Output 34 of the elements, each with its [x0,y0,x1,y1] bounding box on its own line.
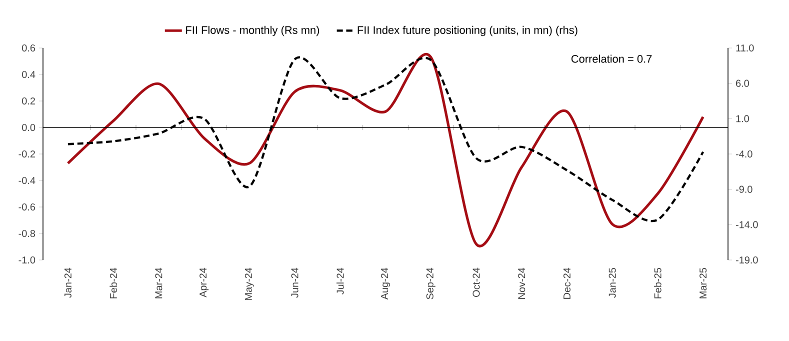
x-tick-label: Mar-24 [155,268,162,298]
y-tick-label: -0.2 [18,150,35,158]
x-tick-label: Aug-24 [380,268,390,300]
y2-tick-label: 1.0 [736,115,749,122]
y-tick-label: 0.2 [22,97,35,105]
y-tick-label: -0.4 [18,176,36,184]
y-tick-label: 0.6 [22,44,36,52]
y-tick-label: -1.0 [18,256,36,264]
legend-label: FII Flows - monthly (Rs mn) [186,26,320,36]
x-tick-label: Feb-24 [110,268,117,298]
x-tick-label: Nov-24 [518,268,526,299]
x-tick-label: Sep-24 [426,268,436,300]
x-tick-label: Jun-24 [291,268,298,298]
x-tick-label: May-24 [244,268,254,300]
y2-tick-label: -19.0 [736,256,758,264]
x-tick-label: Mar-25 [700,268,707,298]
x-tick-label: Dec-24 [563,268,570,299]
x-tick-label: Jan-25 [608,268,616,298]
y2-tick-label: -9.0 [736,186,752,193]
x-tick-label: Apr-24 [200,268,209,298]
x-tick-label: Jan-24 [64,268,72,298]
x-tick-label: Oct-24 [472,268,480,297]
x-tick-label: Jul-24 [336,268,344,294]
x-tick-label: Feb-25 [654,268,662,298]
y-tick-label: -0.8 [18,230,36,238]
y-tick-label: -0.6 [18,203,36,211]
y2-tick-label: 11.0 [736,44,754,52]
annotation: Correlation = 0.7 [571,54,652,63]
y-tick-label: 0.0 [22,124,36,132]
y2-tick-label: -4.0 [736,150,752,158]
y-tick-label: 0.4 [22,70,36,78]
legend-label: FII Index future positioning (units, in mn) (rhs) [358,26,578,36]
y2-tick-label: 6.0 [736,80,749,87]
y2-tick-label: -14.0 [736,221,758,228]
